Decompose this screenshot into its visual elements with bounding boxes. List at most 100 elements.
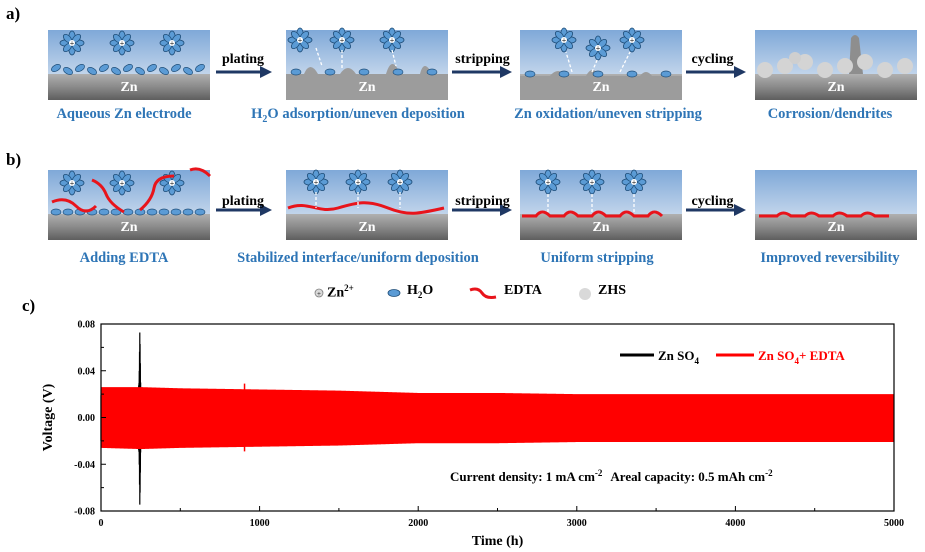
test-conditions-annotation: Current density: 1 mA cm-2 Areal capacity…	[450, 468, 773, 484]
edta-chain	[139, 174, 175, 212]
y-tick-label: -0.04	[74, 460, 95, 471]
water-molecule-icon	[660, 70, 672, 78]
water-molecule-icon	[158, 208, 170, 216]
process-arrow-head	[500, 66, 512, 78]
zn-electrode	[286, 214, 448, 240]
zn-electrode-label: Zn	[358, 220, 376, 235]
x-tick-label: 4000	[725, 518, 745, 529]
process-arrow-head	[500, 204, 512, 216]
x-tick-label: 5000	[884, 518, 904, 529]
zn-electrode-label: Zn	[592, 80, 610, 95]
zhs-legend-icon	[579, 288, 591, 300]
dissolution-arrow	[565, 51, 573, 73]
legend-zhs: ZHS	[598, 283, 627, 298]
zn-electrode-label: Zn	[120, 80, 138, 95]
zhs-particle	[857, 54, 873, 70]
zhs-particle	[789, 52, 801, 64]
water-molecule-icon	[182, 208, 194, 216]
uneven-surface	[520, 70, 682, 100]
zn-electrode-label: Zn	[358, 80, 376, 95]
panel-label-a: a)	[6, 4, 21, 23]
water-molecule-icon	[626, 70, 638, 78]
caption-b-stabilized: Stabilized interface/uniform deposition	[237, 250, 479, 266]
zn-electrode	[48, 74, 210, 100]
x-axis-label: Time (h)	[472, 534, 524, 549]
water-molecule-icon	[592, 70, 604, 78]
edta-chain	[51, 198, 98, 213]
voltage-chart: 0.08 0.04 0.00 -0.04 -0.08 0 1000 2000 3000 4000 5…	[41, 320, 904, 550]
caption-a-adsorption: H2O adsorption/uneven deposition	[251, 106, 465, 125]
water-molecule-icon	[62, 208, 74, 216]
legend-label-edta: Zn SO4+ EDTA	[758, 348, 845, 366]
zn-electrode-label: Zn	[827, 80, 845, 95]
x-tick-label: 0	[99, 518, 104, 529]
edta-chain	[189, 167, 212, 178]
arrow-label-plating-b: plating	[221, 194, 264, 209]
y-tick-label: -0.08	[74, 507, 95, 518]
edta-layer	[759, 211, 889, 218]
electrode-panel-a-1	[48, 30, 210, 100]
zn-electrode	[755, 214, 917, 240]
zhs-particle	[837, 58, 853, 74]
zhs-particle	[877, 62, 893, 78]
y-tick-label: 0.00	[78, 413, 96, 424]
legend-h2o: H2O	[407, 283, 434, 300]
migration-arrow	[391, 49, 397, 67]
process-arrow-head	[734, 204, 746, 216]
caption-b-adding: Adding EDTA	[79, 250, 169, 266]
legend-label-znso4: Zn SO4	[658, 348, 700, 366]
legend-edta: EDTA	[504, 283, 542, 298]
electrode-panel-a-4	[755, 30, 917, 100]
dissolution-arrow	[591, 57, 599, 73]
zn-electrode	[755, 74, 917, 100]
arrow-label-cycling-a: cycling	[691, 52, 734, 67]
caption-a-corrosion: Corrosion/dendrites	[767, 106, 893, 122]
water-molecule-icon	[290, 68, 302, 76]
zn-electrode	[48, 214, 210, 240]
x-tick-label: 3000	[567, 518, 587, 529]
zn-electrode-label: Zn	[592, 220, 610, 235]
dissolution-arrow	[619, 51, 631, 73]
arrow-label-cycling-b: cycling	[691, 194, 734, 209]
edta-legend-icon	[469, 287, 497, 299]
edta-layer	[287, 201, 445, 215]
y-axis-label: Voltage (V)	[41, 383, 56, 451]
arrow-label-plating-a: plating	[221, 52, 264, 67]
legend-zn-ion: Zn2+	[327, 283, 354, 301]
water-molecule-icon	[98, 208, 110, 216]
schematic-diagram: +	[48, 27, 917, 240]
zn-electrode	[520, 214, 682, 240]
uneven-deposit	[286, 64, 448, 100]
process-arrow-head	[260, 204, 272, 216]
y-tick-label: 0.08	[78, 320, 96, 331]
voltage-band	[101, 389, 894, 447]
zn-electrode-label: Zn	[827, 220, 845, 235]
zn-electrode-label: Zn	[120, 220, 138, 235]
arrow-label-stripping-b: stripping	[455, 194, 510, 209]
caption-b-improved: Improved reversibility	[760, 250, 900, 266]
zn-ion-legend-icon: +	[314, 288, 324, 298]
water-molecule-icon	[146, 208, 158, 216]
caption-b-uniform: Uniform stripping	[540, 250, 654, 266]
edta-layer	[522, 210, 664, 218]
zhs-particle	[757, 62, 773, 78]
panel-label-b: b)	[6, 150, 22, 169]
electrode-panel-a-3	[520, 27, 682, 100]
electrode-panel-b-4	[755, 170, 917, 240]
caption-a-aqueous: Aqueous Zn electrode	[56, 106, 192, 122]
schematic-legend: + Zn2+ H2O EDTA ZHS	[310, 282, 650, 304]
water-molecule-icon	[50, 208, 62, 216]
process-arrow-head	[260, 66, 272, 78]
water-molecule-icon	[324, 68, 336, 76]
water-molecule-icon	[558, 70, 570, 78]
electrode-panel-b-2	[286, 169, 448, 240]
water-molecule-icon	[170, 208, 182, 216]
zhs-particle	[897, 58, 913, 74]
x-tick-label: 2000	[408, 518, 428, 529]
water-molecule-icon	[358, 68, 370, 76]
electrode-panel-a-2	[286, 27, 448, 100]
zhs-particle	[817, 62, 833, 78]
svg-text:+: +	[317, 290, 321, 298]
arrow-label-stripping-a: stripping	[455, 52, 510, 67]
zhs-particle	[777, 58, 793, 74]
